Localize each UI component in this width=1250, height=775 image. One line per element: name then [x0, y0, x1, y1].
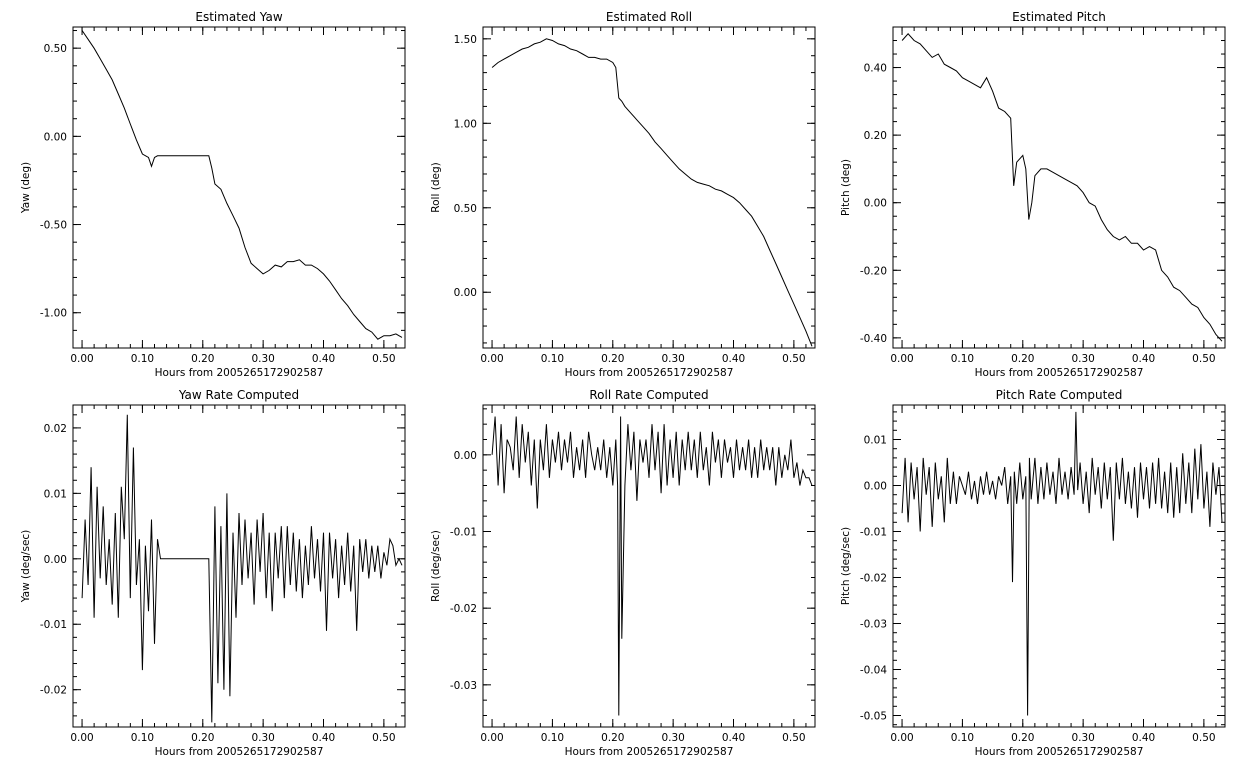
series-line [81, 30, 403, 340]
chart-panel-4: Yaw Rate Computed Hours from 200526517290… [20, 388, 406, 758]
x-tick-label: 0.30 [661, 353, 684, 365]
x-tick-label: 0.10 [541, 732, 564, 744]
y-axis-label: Yaw (deg/sec) [20, 530, 32, 604]
x-tick-label: 0.30 [251, 353, 274, 365]
y-tick-label: -0.01 [450, 527, 477, 539]
x-axis-label: Hours from 2005265172902587 [975, 367, 1144, 379]
y-tick-label: -0.03 [860, 619, 887, 631]
y-tick-label: 0.00 [454, 450, 477, 462]
x-tick-label: 0.30 [251, 732, 274, 744]
chart-panel-1: Estimated Yaw Hours from 2005265172902587… [20, 10, 406, 379]
chart-title: Estimated Yaw [195, 10, 282, 24]
x-tick-label: 0.20 [1011, 353, 1034, 365]
chart-panel-2: Estimated Roll Hours from 200526517290258… [430, 10, 816, 379]
series-line [901, 33, 1223, 342]
series-line [491, 416, 813, 716]
x-tick-label: 0.40 [1132, 732, 1155, 744]
y-tick-label: 0.00 [44, 131, 67, 143]
x-tick-label: 0.20 [1011, 732, 1034, 744]
y-tick-label: -0.03 [450, 680, 477, 692]
y-axis-label: Yaw (deg) [20, 162, 32, 214]
x-axis-label: Hours from 2005265172902587 [975, 746, 1144, 758]
x-axis-label: Hours from 2005265172902587 [155, 746, 324, 758]
x-tick-label: 0.20 [191, 353, 214, 365]
y-tick-label: 0.50 [454, 203, 477, 215]
y-tick-label: -0.20 [860, 265, 887, 277]
y-tick-label: 0.00 [864, 481, 887, 493]
x-tick-label: 0.50 [782, 353, 805, 365]
y-tick-label: 0.40 [864, 63, 887, 75]
y-tick-label: 0.01 [864, 435, 887, 447]
y-tick-label: 1.50 [454, 34, 477, 46]
y-tick-label: 0.02 [44, 423, 67, 435]
y-tick-label: 0.00 [44, 554, 67, 566]
y-tick-label: 0.00 [864, 198, 887, 210]
x-tick-label: 0.10 [541, 353, 564, 365]
y-tick-label: -0.01 [860, 527, 887, 539]
y-tick-label: -0.01 [40, 619, 67, 631]
chart-title: Estimated Roll [606, 10, 692, 24]
y-tick-label: 0.01 [44, 488, 67, 500]
x-tick-label: 0.20 [601, 353, 624, 365]
x-tick-label: 0.50 [1192, 353, 1215, 365]
y-tick-label: -1.00 [40, 308, 67, 320]
x-tick-label: 0.00 [70, 732, 93, 744]
x-tick-label: 0.40 [722, 353, 745, 365]
y-tick-label: -0.02 [860, 573, 887, 585]
chart-panel-3: Estimated Pitch Hours from 20052651729025… [840, 10, 1226, 379]
x-tick-label: 0.10 [951, 353, 974, 365]
y-tick-label: 0.00 [454, 287, 477, 299]
chart-title: Yaw Rate Computed [178, 388, 299, 402]
x-tick-label: 0.10 [131, 353, 154, 365]
x-axis-label: Hours from 2005265172902587 [155, 367, 324, 379]
y-tick-label: -0.02 [450, 603, 477, 615]
x-tick-label: 0.00 [70, 353, 93, 365]
x-tick-label: 0.40 [312, 353, 335, 365]
x-tick-label: 0.50 [372, 353, 395, 365]
y-axis-label: Roll (deg) [430, 162, 442, 212]
series-line [901, 411, 1223, 716]
x-tick-label: 0.00 [890, 353, 913, 365]
y-tick-label: -0.40 [860, 333, 887, 345]
y-tick-label: -0.02 [40, 685, 67, 697]
y-tick-label: 0.20 [864, 130, 887, 142]
chart-title: Pitch Rate Computed [996, 388, 1123, 402]
x-tick-label: 0.40 [1132, 353, 1155, 365]
y-axis-label: Pitch (deg) [840, 159, 852, 216]
chart-panel-5: Roll Rate Computed Hours from 20052651729… [430, 388, 816, 758]
x-tick-label: 0.50 [782, 732, 805, 744]
y-tick-label: -0.04 [860, 665, 887, 677]
x-tick-label: 0.30 [661, 732, 684, 744]
y-axis-label: Pitch (deg/sec) [840, 527, 852, 605]
y-tick-label: 1.00 [454, 118, 477, 130]
series-line [81, 414, 403, 723]
chart-title: Roll Rate Computed [589, 388, 708, 402]
x-tick-label: 0.10 [131, 732, 154, 744]
x-tick-label: 0.40 [722, 732, 745, 744]
x-tick-label: 0.00 [480, 353, 503, 365]
chart-title: Estimated Pitch [1012, 10, 1106, 24]
x-axis-label: Hours from 2005265172902587 [565, 367, 734, 379]
x-tick-label: 0.10 [951, 732, 974, 744]
x-tick-label: 0.20 [601, 732, 624, 744]
y-tick-label: -0.05 [860, 711, 887, 723]
series-line [491, 38, 813, 347]
x-tick-label: 0.00 [480, 732, 503, 744]
y-axis-label: Roll (deg/sec) [430, 530, 442, 602]
x-axis-label: Hours from 2005265172902587 [565, 746, 734, 758]
y-tick-label: -0.50 [40, 220, 67, 232]
x-tick-label: 0.40 [312, 732, 335, 744]
y-tick-label: 0.50 [44, 43, 67, 55]
x-tick-label: 0.30 [1071, 353, 1094, 365]
x-tick-label: 0.50 [372, 732, 395, 744]
chart-panel-6: Pitch Rate Computed Hours from 2005265172… [840, 388, 1226, 758]
x-tick-label: 0.50 [1192, 732, 1215, 744]
x-tick-label: 0.20 [191, 732, 214, 744]
x-tick-label: 0.30 [1071, 732, 1094, 744]
x-tick-label: 0.00 [890, 732, 913, 744]
